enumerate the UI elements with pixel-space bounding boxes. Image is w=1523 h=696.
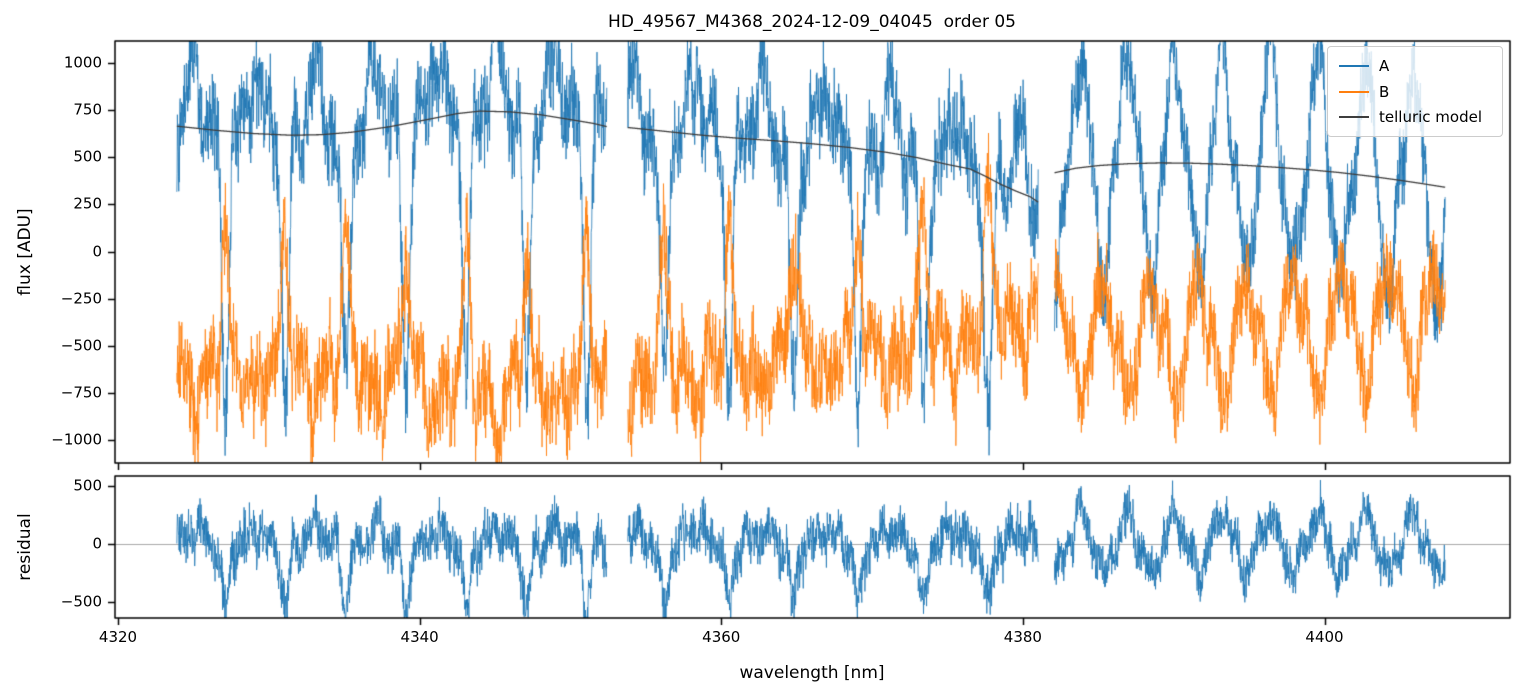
y-tick-label-flux: 750 <box>73 100 102 119</box>
wavelength-axis-label: wavelength [nm] <box>739 663 885 683</box>
y-tick-label-flux: −750 <box>60 383 102 402</box>
x-tick-label: 4400 <box>1305 628 1344 646</box>
x-tick-label: 4340 <box>400 628 439 646</box>
y-tick-label-flux: −250 <box>60 289 102 308</box>
legend-label-telluric: telluric model <box>1379 108 1483 127</box>
y-tick-label-residual: −500 <box>60 592 102 611</box>
y-tick-label-flux: 0 <box>92 242 102 261</box>
legend-line-telluric-icon <box>1339 116 1369 119</box>
y-tick-label-residual: 0 <box>92 534 102 553</box>
legend-line-a-icon <box>1339 64 1369 67</box>
legend-entry-b: B <box>1336 79 1494 105</box>
legend-entry-a: A <box>1336 53 1494 79</box>
legend-label-b: B <box>1379 82 1390 101</box>
y-tick-label-flux: −500 <box>60 336 102 355</box>
y-tick-label-residual: 500 <box>73 476 102 495</box>
x-tick-label: 4380 <box>1003 628 1042 646</box>
plot-title: HD_49567_M4368_2024-12-09_04045 order 05 <box>608 12 1016 32</box>
y-tick-label-flux: 250 <box>73 194 102 213</box>
legend-entry-telluric: telluric model <box>1336 104 1494 130</box>
x-tick-label: 4360 <box>702 628 741 646</box>
flux-axis-label: flux [ADU] <box>15 208 35 296</box>
plot-legend: A B telluric model <box>1327 46 1503 137</box>
legend-label-a: A <box>1379 56 1390 75</box>
legend-line-b-icon <box>1339 90 1369 93</box>
y-tick-label-flux: −1000 <box>51 430 102 449</box>
y-tick-label-flux: 1000 <box>63 53 102 72</box>
x-tick-label: 4320 <box>98 628 138 646</box>
y-tick-label-flux: 500 <box>73 147 102 166</box>
residual-axis-label: residual <box>15 513 35 581</box>
